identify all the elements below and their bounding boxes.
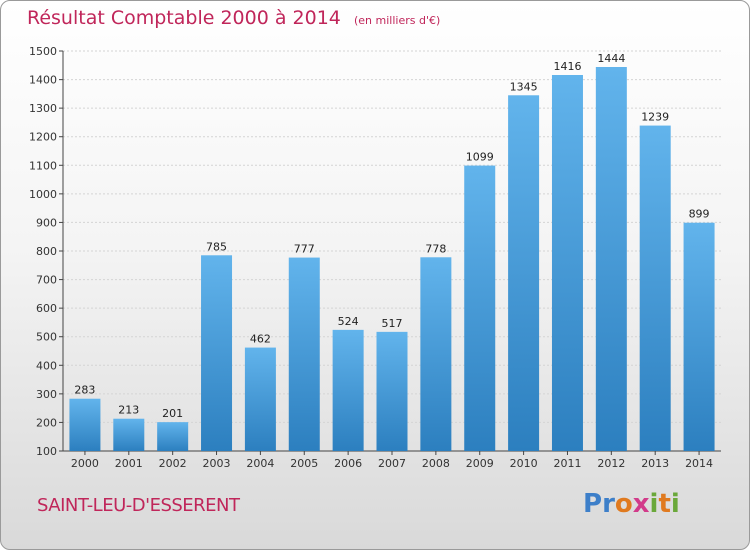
y-tick-label: 1000 — [29, 188, 57, 201]
bar[interactable] — [551, 75, 583, 451]
y-tick-label: 1100 — [29, 159, 57, 172]
bar-value-label: 283 — [74, 384, 95, 397]
y-tick-label: 500 — [36, 331, 57, 344]
x-tick-label: 2014 — [685, 457, 713, 470]
y-tick-label: 1300 — [29, 102, 57, 115]
logo-letter: P — [583, 489, 603, 519]
bar-value-label: 213 — [118, 404, 139, 417]
y-tick-label: 1400 — [29, 74, 57, 87]
bar-value-label: 778 — [425, 242, 446, 255]
x-tick-label: 2001 — [115, 457, 143, 470]
bar-value-label: 777 — [294, 243, 315, 256]
bar-value-label: 1099 — [466, 151, 494, 164]
bar-value-label: 785 — [206, 240, 227, 253]
x-tick-label: 2000 — [71, 457, 99, 470]
bar-value-label: 524 — [338, 315, 359, 328]
y-tick-label: 400 — [36, 359, 57, 372]
y-tick-label: 800 — [36, 245, 57, 258]
x-tick-label: 2003 — [203, 457, 231, 470]
logo-letter: i — [649, 489, 659, 519]
bar-value-label: 1239 — [641, 111, 669, 124]
y-tick-label: 900 — [36, 216, 57, 229]
y-tick-label: 700 — [36, 274, 57, 287]
x-tick-label: 2002 — [159, 457, 187, 470]
logo-letter: x — [632, 489, 650, 519]
bar[interactable] — [639, 125, 671, 452]
bar-value-label: 201 — [162, 407, 183, 420]
chart-title: Résultat Comptable 2000 à 2014 — [27, 7, 341, 29]
x-tick-label: 2004 — [246, 457, 274, 470]
logo-letter: t — [658, 489, 671, 519]
logo-letter: o — [614, 489, 633, 519]
x-tick-label: 2010 — [510, 457, 538, 470]
bar[interactable] — [288, 257, 320, 451]
bar[interactable] — [683, 222, 715, 451]
bar[interactable] — [595, 67, 627, 451]
bar-value-label: 1345 — [510, 80, 538, 93]
x-tick-label: 2011 — [553, 457, 581, 470]
y-tick-label: 200 — [36, 416, 57, 429]
title-line: Résultat Comptable 2000 à 2014 (en milli… — [27, 7, 440, 29]
bar-value-label: 462 — [250, 333, 271, 346]
logo-letter: i — [670, 489, 680, 519]
bar[interactable] — [201, 255, 233, 451]
bar[interactable] — [376, 331, 408, 451]
bar[interactable] — [244, 347, 276, 451]
commune-name: SAINT-LEU-D'ESSERENT — [37, 495, 240, 516]
bar-value-label: 1444 — [597, 52, 625, 65]
x-tick-label: 2008 — [422, 457, 450, 470]
bar[interactable] — [464, 165, 496, 452]
bar[interactable] — [69, 398, 101, 451]
x-tick-label: 2006 — [334, 457, 362, 470]
bars — [69, 67, 715, 452]
x-tick-label: 2009 — [466, 457, 494, 470]
bar-value-label: 899 — [689, 208, 710, 221]
bar[interactable] — [157, 422, 189, 451]
y-tick-label: 600 — [36, 302, 57, 315]
bar-value-label: 517 — [382, 317, 403, 330]
labels: 283 2000 213 2001 201 2002 785 2003 462 2004 777 20… — [71, 52, 713, 470]
x-tick-label: 2005 — [290, 457, 318, 470]
bar-value-label: 1416 — [553, 60, 581, 73]
chart-unit: (en milliers d'€) — [353, 14, 441, 27]
bar[interactable] — [508, 95, 540, 452]
bar[interactable] — [420, 257, 452, 451]
y-tick-label: 1200 — [29, 131, 57, 144]
logo-letter: r — [602, 489, 615, 519]
bar[interactable] — [332, 329, 364, 451]
x-tick-label: 2007 — [378, 457, 406, 470]
x-tick-label: 2013 — [641, 457, 669, 470]
x-tick-label: 2012 — [597, 457, 625, 470]
proxiti-logo[interactable]: Proxiti — [583, 489, 680, 519]
y-tick-label: 300 — [36, 388, 57, 401]
y-tick-label: 1500 — [29, 45, 57, 58]
y-tick-label: 100 — [36, 445, 57, 458]
bar[interactable] — [113, 418, 145, 451]
